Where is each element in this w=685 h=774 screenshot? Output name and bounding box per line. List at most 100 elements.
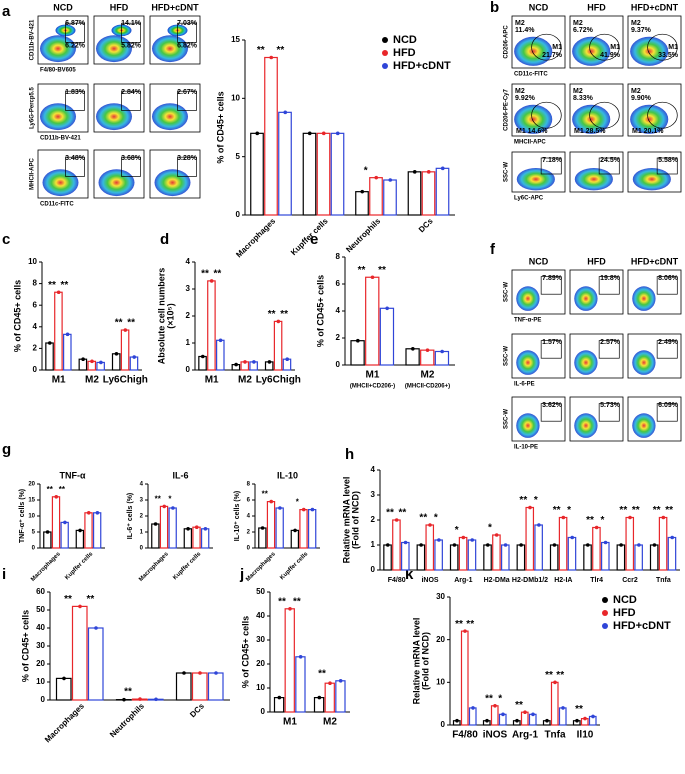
bar: [192, 526, 201, 549]
y-tick-label: 8: [336, 252, 341, 261]
flow-percentage: 7.89%: [542, 275, 563, 282]
bar: [330, 132, 345, 216]
bar: [383, 544, 392, 571]
significance: **: [419, 513, 427, 524]
y-tick-label: 0: [32, 546, 36, 552]
flow-percentage: M1: [610, 44, 620, 51]
bar-dot: [90, 359, 94, 364]
y-tick-label: 2: [371, 515, 376, 524]
y-tick-label: 0: [247, 546, 251, 552]
bar: [324, 682, 335, 713]
y-tick-label: 0: [336, 360, 341, 369]
bar-dot: [56, 290, 61, 295]
flow-percentage: 6.09%: [658, 402, 679, 409]
flow-plot: 3.68%: [93, 149, 145, 199]
flow-plot: 7.18%: [511, 151, 566, 193]
flow-blob: [96, 35, 132, 63]
significance: **: [48, 280, 56, 291]
flow-gate: [589, 101, 620, 129]
flow-gate: [531, 101, 562, 129]
y-tick-label: 10: [231, 93, 240, 102]
y-axis-label: % of CD45+ cells: [315, 275, 325, 347]
flow-y-label: CD206-APC: [504, 25, 510, 59]
x-tick-note: (MHCII-CD206+): [405, 384, 450, 390]
flow-plot: 2.57%: [569, 333, 624, 379]
y-axis-label: % of CD45+ cells: [240, 616, 250, 688]
flow-gate: [598, 276, 620, 295]
flow-gate: [540, 340, 562, 359]
flow-gate: [656, 157, 678, 175]
flow-gate: [656, 403, 678, 422]
significance: **: [61, 280, 69, 291]
bar-dot: [255, 131, 260, 136]
flow-percentage: 5.82%: [121, 43, 142, 50]
bar: [492, 534, 501, 571]
flow-column-header: NCD: [529, 2, 549, 12]
y-tick-label: 8: [247, 482, 251, 488]
panel-label: g: [2, 441, 11, 458]
bar-dot: [412, 170, 417, 174]
bar: [467, 539, 477, 571]
y-tick-label: 10: [28, 257, 37, 266]
bar-dot: [86, 511, 91, 515]
y-tick-label: 10: [36, 677, 45, 686]
flow-percentage: 1.83%: [65, 89, 86, 96]
flow-blob: [40, 103, 76, 131]
bar-dot: [428, 523, 432, 527]
chart-title: TNF-α: [59, 470, 85, 480]
y-tick-label: 30: [436, 592, 445, 601]
flow-y-label: SSC-W: [504, 162, 510, 182]
flow-gate: [656, 276, 678, 295]
flow-gate: [589, 33, 620, 61]
y-axis-label: TNF-α⁺ cells (%): [19, 489, 26, 543]
flow-percentage: 5.73%: [600, 402, 621, 409]
bar-dot: [78, 604, 82, 609]
x-tick-label: DCs: [417, 216, 435, 234]
panel-label: h: [345, 446, 354, 463]
flow-percentage: 11.4%: [515, 27, 535, 34]
legend-label: NCD: [393, 34, 417, 46]
bar-dot: [198, 671, 202, 675]
significance: **: [378, 265, 386, 276]
flow-percentage: M1: [668, 44, 678, 51]
significance: *: [455, 525, 459, 536]
significance: **: [276, 45, 284, 56]
x-tick-label: Tlr4: [590, 577, 603, 584]
bar: [483, 544, 492, 571]
bar: [168, 507, 177, 549]
x-tick-label: H2-DMa: [484, 577, 510, 584]
bar: [151, 523, 160, 549]
flow-blob: [98, 169, 135, 197]
bar: [307, 509, 317, 549]
bar-dot: [523, 710, 527, 714]
y-axis-label: (Fold of NCD): [420, 632, 430, 690]
bar-dot: [310, 507, 315, 512]
flow-gate: [598, 340, 620, 359]
flow-blob: [632, 168, 671, 191]
flow-plot: 7.89%: [511, 269, 566, 315]
flow-plot: 2.67%: [149, 83, 201, 133]
bar-dot: [585, 543, 590, 547]
flow-blob: [574, 286, 598, 311]
flow-gate: [647, 101, 678, 129]
bar-dot: [95, 511, 100, 515]
bar-dot: [301, 507, 306, 512]
bar: [302, 132, 317, 216]
significance: **: [545, 670, 553, 681]
flow-x-label: IL-10-PE: [514, 445, 538, 451]
bar-dot: [81, 357, 85, 362]
bar: [299, 509, 308, 549]
bar: [313, 696, 325, 713]
y-tick-label: 0: [140, 546, 144, 552]
flow-blob: [574, 168, 613, 191]
bar: [207, 672, 224, 701]
flow-percentage: 6.87%: [65, 20, 86, 27]
bar: [416, 544, 426, 571]
bar-dot: [528, 505, 532, 510]
y-tick-label: 10: [436, 677, 445, 686]
flow-percentage: 24.5%: [600, 157, 621, 164]
bar: [625, 516, 635, 571]
flow-plot: 14.1% 5.82%: [93, 15, 145, 65]
bar: [355, 191, 369, 216]
